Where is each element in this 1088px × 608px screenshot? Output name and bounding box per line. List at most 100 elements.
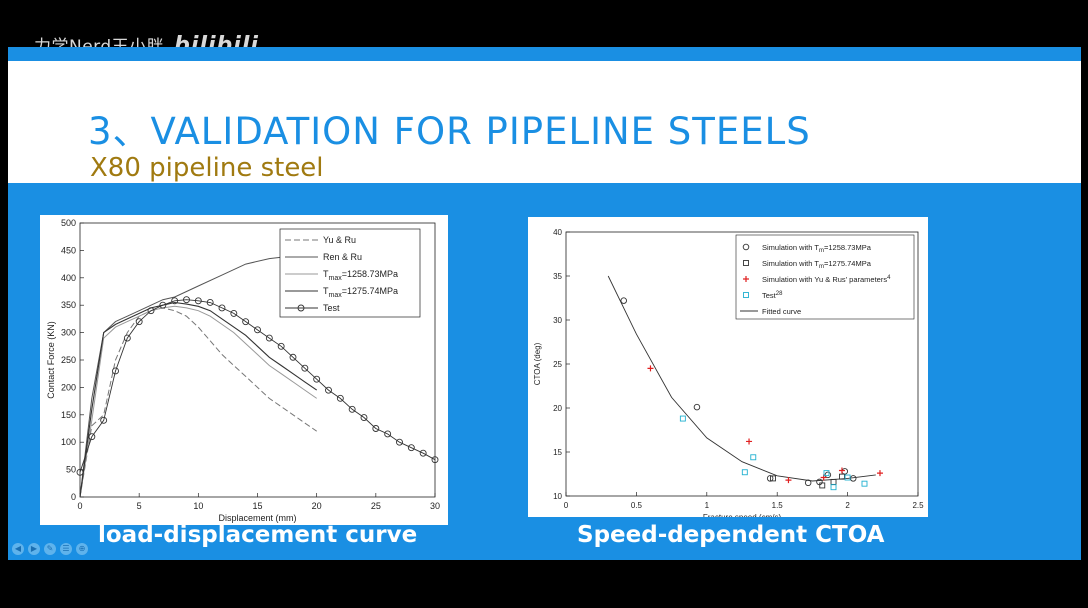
data-point (849, 475, 857, 482)
legend-label: Simulation with Yu & Rus' parameters4 (762, 275, 891, 284)
legend-label: Test28 (762, 291, 783, 300)
test-point (194, 297, 202, 305)
legend-label: Simulation with Tm=1275.74MPa (762, 259, 872, 270)
legend-marker (743, 260, 749, 266)
menu-icon[interactable]: ☰ (60, 543, 72, 555)
test-point (112, 367, 119, 375)
legend-label: Tmax=1258.73MPa (323, 269, 398, 282)
y-axis-label: Contact Force (KN) (46, 321, 56, 399)
series-line (79, 305, 317, 498)
x-tick-label: 0.5 (631, 501, 643, 510)
test-point (135, 318, 143, 326)
test-point (218, 304, 226, 312)
test-point (325, 386, 332, 394)
data-point (838, 467, 845, 474)
y-tick-label: 100 (61, 437, 76, 447)
x-tick-label: 1 (705, 501, 710, 510)
test-point (147, 307, 155, 315)
x-tick-label: 20 (312, 501, 322, 511)
data-point (770, 475, 776, 482)
slide-header: 3、VALIDATION FOR PIPELINE STEELS X80 pip… (8, 61, 1081, 183)
slide-title: 3、VALIDATION FOR PIPELINE STEELS (88, 110, 811, 153)
data-point (693, 403, 701, 411)
ctoa-chart: 0 0.5 1 1.5 2 2.5 10 15 20 25 30 35 40 Fracture speed… (528, 217, 928, 522)
data-point (804, 479, 812, 487)
data-point (679, 415, 686, 422)
x-tick-label: 1.5 (772, 501, 784, 510)
legend-label: Tmax=1275.74MPa (323, 286, 398, 299)
series-line (79, 307, 317, 498)
legend-label: Ren & Ru (323, 252, 362, 262)
x-tick-label: 30 (430, 501, 440, 511)
data-point (741, 469, 748, 476)
test-point (360, 414, 368, 421)
test-point (100, 416, 108, 424)
slide: 3、VALIDATION FOR PIPELINE STEELS X80 pip… (8, 47, 1081, 560)
y-tick-label: 500 (61, 218, 76, 228)
data-point (876, 470, 883, 477)
test-point (88, 433, 96, 441)
legend-box (735, 234, 915, 320)
y-tick-label: 0 (71, 492, 76, 502)
test-point (254, 326, 261, 334)
legend-marker (743, 292, 749, 298)
x-tick-label: 15 (252, 501, 262, 511)
x-axis-label: Displacement (mm) (218, 513, 296, 523)
slide-subtitle: X80 pipeline steel (90, 153, 324, 183)
data-point (746, 438, 753, 445)
test-point (230, 309, 238, 317)
y-tick-label: 40 (553, 228, 562, 237)
test-point (289, 353, 297, 361)
zoom-icon[interactable]: ⊕ (76, 543, 88, 555)
y-tick-label: 450 (61, 245, 76, 255)
x-tick-label: 5 (137, 501, 142, 511)
load-displacement-svg: 0 5 10 15 20 25 300501001502002503003504004505… (46, 218, 440, 523)
test-point (431, 456, 439, 464)
test-point (336, 394, 344, 402)
y-tick-label: 150 (61, 410, 76, 420)
legend-box (279, 228, 421, 318)
next-icon[interactable]: ▶ (28, 543, 40, 555)
y-tick-label: 30 (553, 316, 562, 325)
test-point (206, 299, 214, 306)
data-point (823, 470, 830, 477)
test-point (348, 405, 356, 413)
x-tick-label: 25 (371, 501, 381, 511)
test-point (242, 318, 250, 326)
data-point (841, 468, 849, 475)
x-tick-label: 0 (77, 501, 82, 511)
test-point (171, 297, 179, 305)
series-line (79, 301, 318, 498)
test-point (407, 444, 415, 452)
y-tick-label: 20 (553, 404, 562, 413)
legend-label: Simulation with Tm=1258.73MPa (762, 243, 872, 254)
y-tick-label: 250 (61, 355, 76, 365)
slide-top-bar (8, 47, 1081, 61)
test-point (183, 296, 190, 304)
test-point (301, 364, 309, 372)
test-point (76, 468, 84, 476)
test-point (396, 438, 403, 446)
x-tick-label: 10 (193, 501, 203, 511)
data-point (830, 484, 837, 491)
y-tick-label: 10 (553, 492, 562, 501)
legend-label: Test (323, 303, 340, 313)
load-displacement-chart: 0 5 10 15 20 25 30 0 50 100 150 200 250 300 350 400 450 5… (40, 215, 448, 525)
prev-icon[interactable]: ◀ (12, 543, 24, 555)
x-tick-label: 0 (564, 501, 569, 510)
y-tick-label: 200 (61, 382, 76, 392)
legend-marker (742, 243, 750, 251)
data-point (750, 454, 757, 461)
series-line (79, 252, 317, 498)
y-axis-label: CTOA (deg) (533, 342, 542, 385)
x-axis-label: Fracture speed (cm/s) (703, 513, 782, 517)
y-tick-label: 400 (61, 273, 76, 283)
test-point (384, 430, 392, 438)
y-tick-label: 25 (553, 360, 562, 369)
caption-ctoa: Speed-dependent CTOA (577, 522, 885, 548)
data-point (785, 477, 792, 484)
pen-icon[interactable]: ✎ (44, 543, 56, 555)
data-point (830, 478, 837, 485)
test-point (419, 449, 427, 457)
ctoa-svg: 0 0.5 1 1.5 2 2.5 10 15 20 25 30 35 40 Fracture speed… (533, 228, 924, 522)
